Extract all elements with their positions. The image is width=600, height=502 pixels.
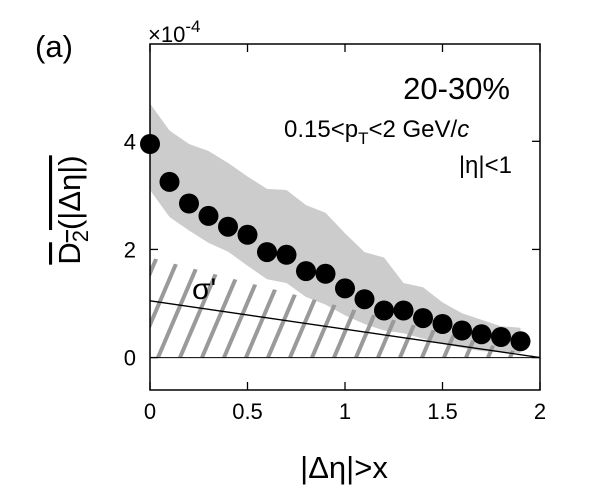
y-tick-label: 4 bbox=[124, 129, 136, 154]
sigma-line bbox=[150, 300, 540, 359]
y-axis-label: D2(|Δη|) bbox=[52, 155, 93, 264]
y-tick-label: 0 bbox=[124, 346, 136, 371]
systematic-band bbox=[150, 103, 521, 354]
data-point bbox=[198, 205, 219, 226]
x-tick-label: 1.5 bbox=[427, 399, 458, 424]
eta-annotation: |η|<1 bbox=[459, 152, 512, 179]
x-tick-label: 0.5 bbox=[232, 399, 263, 424]
data-point bbox=[471, 324, 492, 345]
data-point bbox=[315, 263, 336, 284]
data-point bbox=[491, 327, 511, 347]
sigma-label: σ' bbox=[192, 273, 216, 306]
panel-label: (a) bbox=[35, 29, 73, 64]
data-point bbox=[276, 244, 297, 265]
data-point bbox=[237, 224, 258, 245]
data-point bbox=[354, 289, 375, 310]
data-point bbox=[335, 278, 355, 299]
x-axis-label: |Δη|>x bbox=[300, 450, 388, 485]
data-point bbox=[374, 300, 394, 321]
data-point bbox=[257, 242, 277, 263]
exponent-label: ×10-4 bbox=[148, 17, 200, 47]
data-point bbox=[296, 261, 316, 282]
data-point bbox=[179, 193, 199, 214]
x-tick-label: 1 bbox=[339, 399, 351, 424]
data-point bbox=[510, 331, 531, 352]
centrality-annotation: 20-30% bbox=[403, 71, 510, 106]
pt-range-annotation: 0.15<pT<2 GeV/c bbox=[284, 116, 469, 148]
data-point bbox=[218, 216, 238, 237]
data-point bbox=[159, 171, 180, 192]
x-tick-label: 0 bbox=[144, 399, 156, 424]
data-point bbox=[393, 300, 414, 321]
y-tick-label: 2 bbox=[124, 237, 136, 262]
data-point bbox=[432, 314, 453, 334]
data-point bbox=[413, 308, 433, 329]
x-tick-label: 2 bbox=[534, 399, 546, 424]
data-point bbox=[452, 320, 472, 341]
